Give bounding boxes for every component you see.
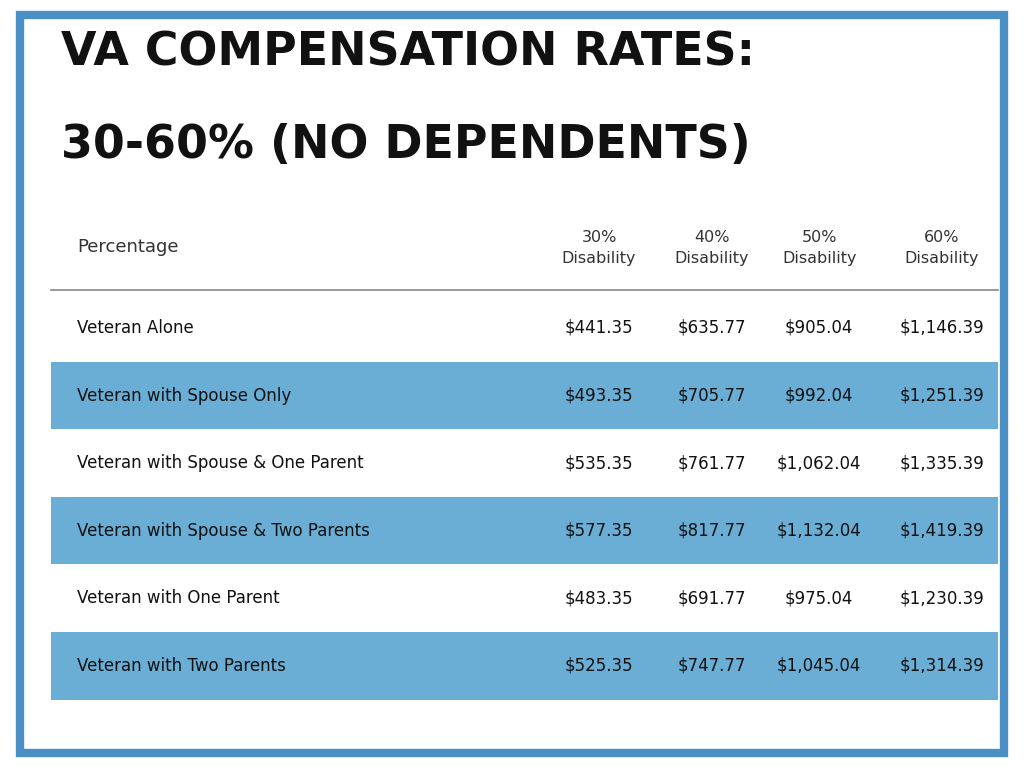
Text: $441.35: $441.35 [564, 319, 634, 337]
Text: Veteran with Spouse & Two Parents: Veteran with Spouse & Two Parents [77, 521, 370, 540]
Text: $1,230.39: $1,230.39 [900, 589, 984, 607]
Text: 30-60% (NO DEPENDENTS): 30-60% (NO DEPENDENTS) [61, 123, 752, 168]
Text: $525.35: $525.35 [564, 657, 634, 675]
Text: $691.77: $691.77 [678, 589, 745, 607]
Text: Percentage: Percentage [77, 238, 178, 256]
Text: $1,335.39: $1,335.39 [900, 454, 984, 472]
FancyBboxPatch shape [20, 15, 1004, 753]
Text: 50%
Disability: 50% Disability [782, 230, 856, 266]
Text: $483.35: $483.35 [564, 589, 634, 607]
Text: $635.77: $635.77 [678, 319, 745, 337]
Text: Veteran Alone: Veteran Alone [77, 319, 194, 337]
Bar [51, 632, 998, 700]
Text: 40%
Disability: 40% Disability [675, 230, 749, 266]
Text: $1,314.39: $1,314.39 [900, 657, 984, 675]
Text: $817.77: $817.77 [678, 521, 745, 540]
Text: Veteran with Two Parents: Veteran with Two Parents [77, 657, 286, 675]
Text: $705.77: $705.77 [678, 386, 745, 405]
Text: $905.04: $905.04 [785, 319, 853, 337]
Text: $577.35: $577.35 [565, 521, 633, 540]
Text: 30%
Disability: 30% Disability [562, 230, 636, 266]
Text: $1,062.04: $1,062.04 [777, 454, 861, 472]
Text: $1,146.39: $1,146.39 [900, 319, 984, 337]
Text: $1,132.04: $1,132.04 [777, 521, 861, 540]
Bar [51, 362, 998, 429]
Text: $535.35: $535.35 [564, 454, 634, 472]
Text: Veteran with Spouse Only: Veteran with Spouse Only [77, 386, 291, 405]
Text: 60%
Disability: 60% Disability [905, 230, 979, 266]
Text: $493.35: $493.35 [564, 386, 634, 405]
Text: $747.77: $747.77 [678, 657, 745, 675]
Text: $1,419.39: $1,419.39 [900, 521, 984, 540]
Text: $1,045.04: $1,045.04 [777, 657, 861, 675]
Text: $992.04: $992.04 [785, 386, 853, 405]
Text: $761.77: $761.77 [678, 454, 745, 472]
Text: $975.04: $975.04 [785, 589, 853, 607]
Text: Veteran with One Parent: Veteran with One Parent [77, 589, 280, 607]
Text: Veteran with Spouse & One Parent: Veteran with Spouse & One Parent [77, 454, 364, 472]
Bar [51, 497, 998, 564]
Text: VA COMPENSATION RATES:: VA COMPENSATION RATES: [61, 31, 756, 76]
Text: $1,251.39: $1,251.39 [900, 386, 984, 405]
